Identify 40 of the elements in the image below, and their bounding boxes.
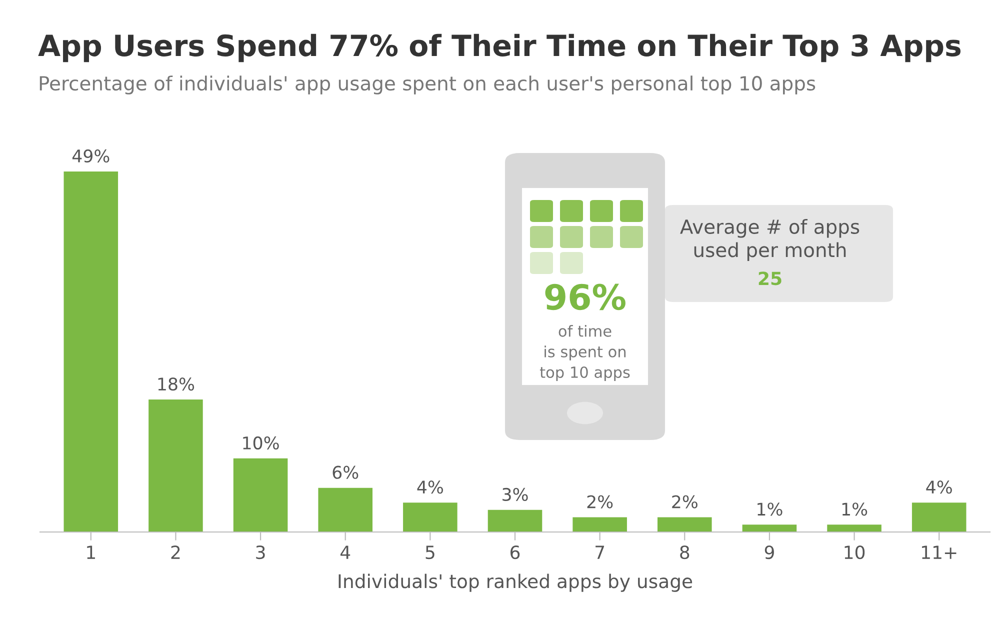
bar <box>148 400 203 532</box>
bar <box>827 524 882 532</box>
x-axis-title: Individuals' top ranked apps by usage <box>338 574 692 592</box>
bar <box>403 502 458 532</box>
data-label: 4% <box>926 480 952 494</box>
annotation: of time is spent on top 10 apps <box>540 325 630 381</box>
bar <box>658 517 712 532</box>
annotation: Average # of apps used per month <box>680 218 860 262</box>
x-tick-label: 1 <box>87 546 95 559</box>
x-tick-label: 2 <box>171 546 180 559</box>
bar <box>64 171 118 532</box>
x-tick-label: 5 <box>426 546 434 560</box>
x-tick-label: 8 <box>680 546 690 560</box>
data-label: 3% <box>502 488 528 502</box>
x-tick-label: 6 <box>510 546 520 560</box>
bar <box>912 502 966 532</box>
data-label: 1% <box>842 502 868 516</box>
data-label: 10% <box>243 436 279 450</box>
chart-title: App Users Spend 77% of Their Time on Their Top 3 Apps <box>38 34 961 62</box>
x-tick-label: 7 <box>596 546 604 559</box>
annotation: 96% <box>545 284 626 310</box>
x-tick-label: 3 <box>256 546 265 560</box>
bar <box>572 517 627 532</box>
data-label: 18% <box>158 378 194 391</box>
data-label: 2% <box>587 495 613 508</box>
bar <box>488 510 542 532</box>
data-label: 49% <box>72 149 110 163</box>
annotation: 25 <box>758 272 782 286</box>
x-tick-label: 9 <box>764 546 774 560</box>
bar <box>318 488 372 532</box>
data-label: 1% <box>758 502 782 516</box>
x-tick-label: 10 <box>844 546 865 560</box>
data-label: 2% <box>672 495 698 508</box>
bar <box>742 524 797 532</box>
data-label: 6% <box>332 466 358 479</box>
data-label: 4% <box>417 480 443 494</box>
chart-subtitle: Percentage of individuals' app usage spent on each user's personal top 10 apps <box>40 76 816 94</box>
x-tick-label: 4 <box>340 546 350 559</box>
bar <box>233 458 288 532</box>
x-tick-label: 11+ <box>922 546 956 559</box>
